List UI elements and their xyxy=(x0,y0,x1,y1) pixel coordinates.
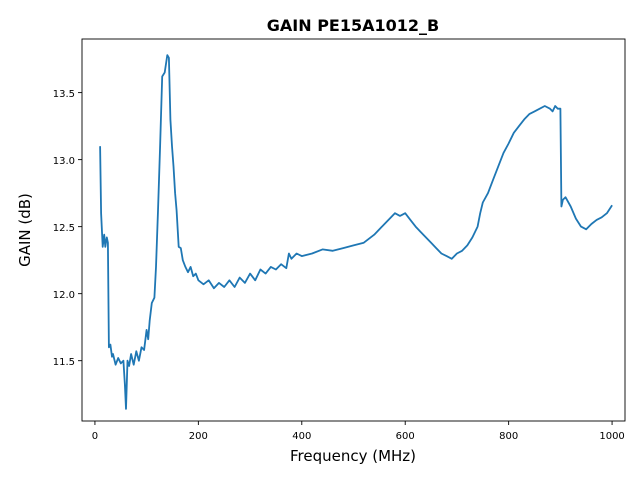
x-axis: 0 200 400 600 800 1000 xyxy=(92,421,625,442)
axes-frame xyxy=(81,38,626,422)
y-tick-label: 12.0 xyxy=(53,290,75,301)
y-axis-label: GAIN (dB) xyxy=(16,193,34,267)
x-tick-label: 0 xyxy=(92,431,98,442)
x-tick-label: 200 xyxy=(189,431,208,442)
chart-title: GAIN PE15A1012_B xyxy=(267,16,439,35)
x-tick-label: 800 xyxy=(499,431,518,442)
y-tick-label: 12.5 xyxy=(53,223,75,234)
x-tick-label: 400 xyxy=(292,431,311,442)
y-axis: 11.5 12.0 12.5 13.0 13.5 xyxy=(53,89,82,368)
y-tick-label: 13.0 xyxy=(53,156,75,167)
gain-series-line xyxy=(99,54,613,410)
x-tick-label: 600 xyxy=(396,431,415,442)
y-tick-label: 13.5 xyxy=(53,89,75,100)
y-tick-label: 11.5 xyxy=(53,357,75,368)
plot-area xyxy=(99,54,613,410)
x-tick-label: 1000 xyxy=(599,431,624,442)
x-axis-label: Frequency (MHz) xyxy=(290,447,416,465)
